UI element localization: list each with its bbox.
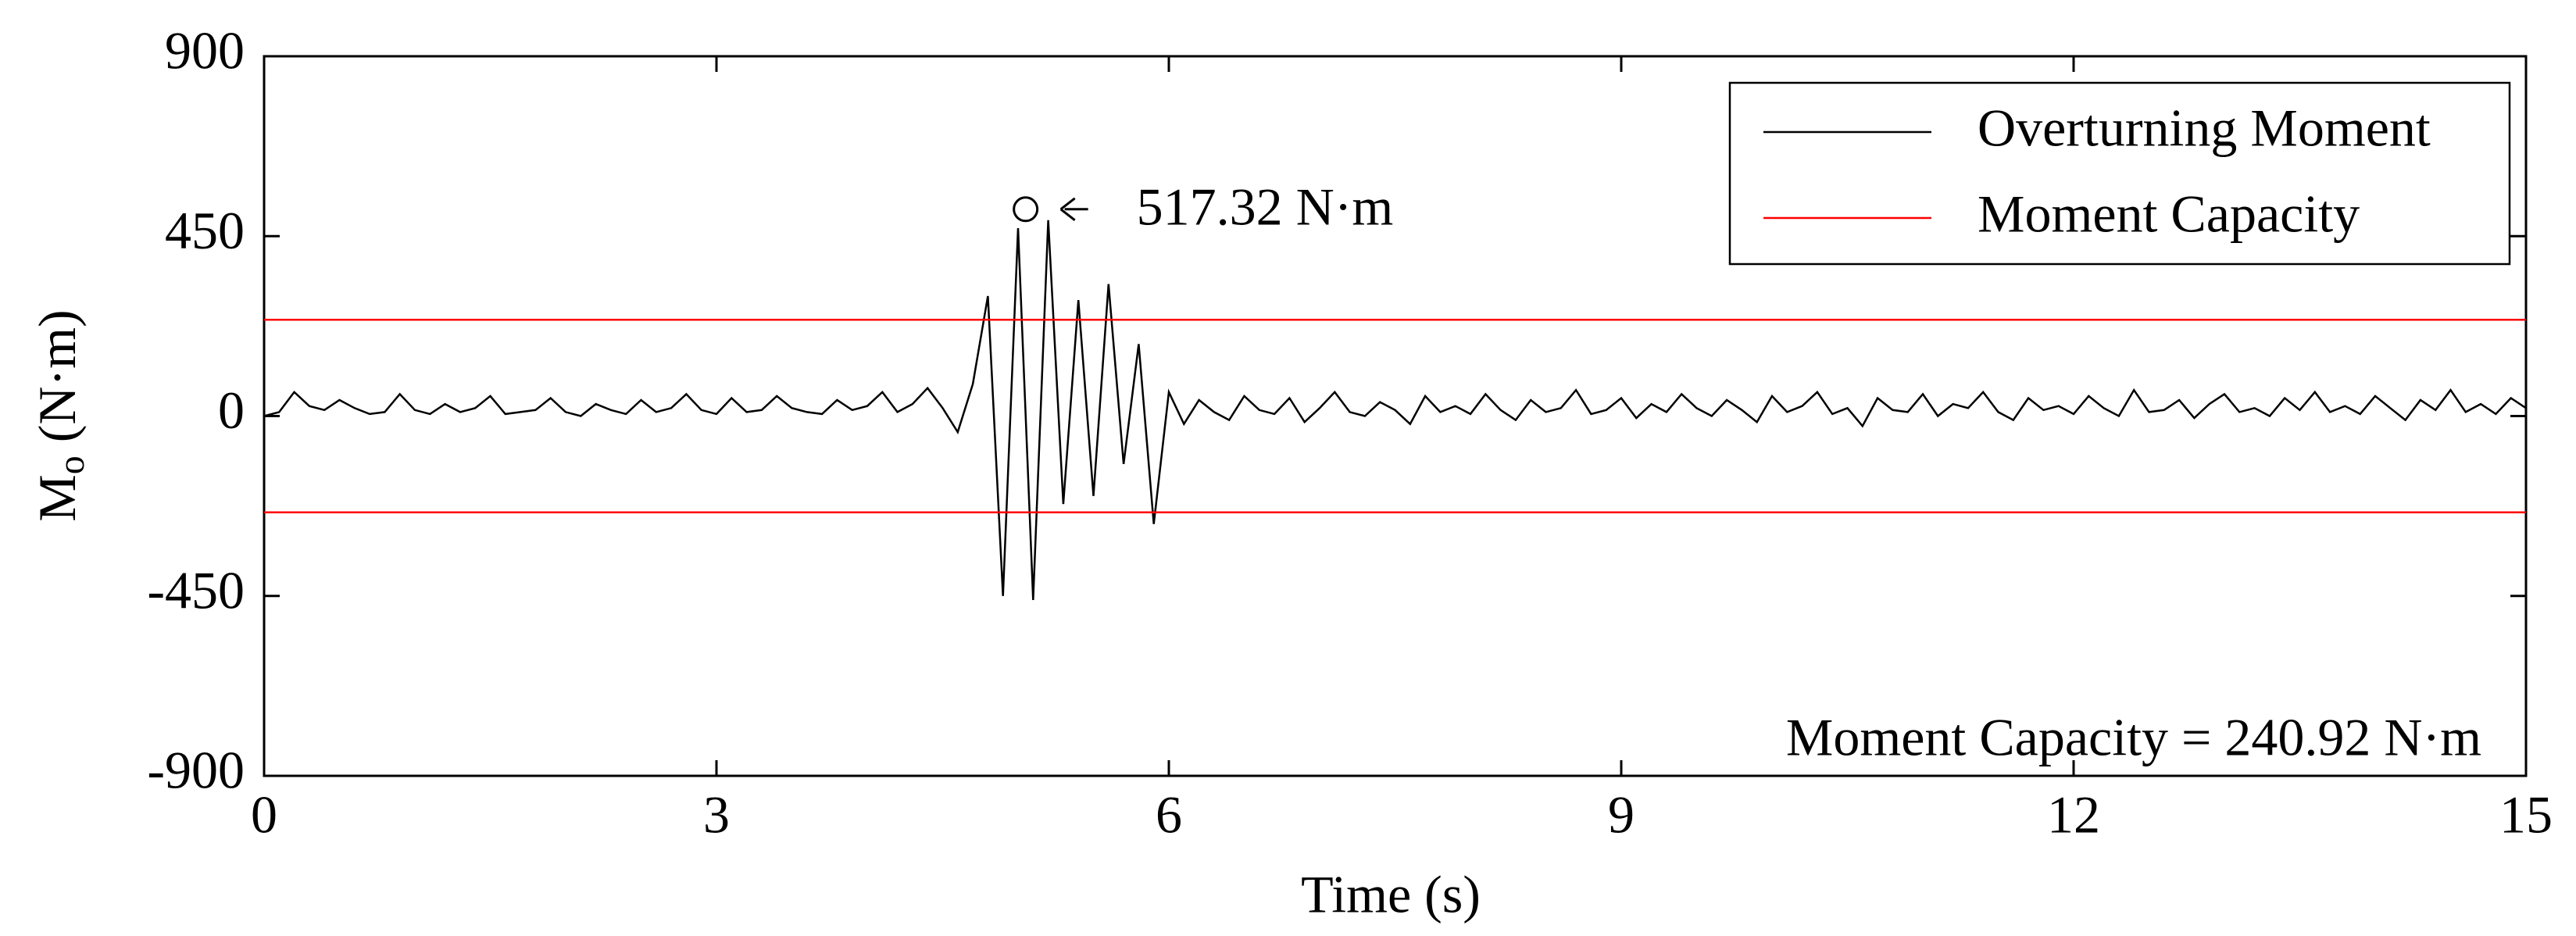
y-tick-label: 900	[165, 21, 245, 80]
y-tick-label: -900	[147, 741, 245, 800]
series-line	[263, 220, 2527, 600]
x-tick-label: 3	[703, 785, 730, 845]
peak-arrow-head	[1059, 197, 1076, 221]
legend-box	[1728, 81, 2511, 266]
x-tick-label: 6	[1156, 785, 1182, 845]
y-label-unit: (N·m)	[27, 309, 87, 455]
y-tick-label: 450	[165, 201, 245, 260]
y-axis-label: Mo (N·m)	[27, 309, 92, 521]
peak-marker	[1013, 196, 1039, 223]
legend-label: Moment Capacity	[1978, 184, 2360, 244]
legend-label: Overturning Moment	[1978, 98, 2431, 158]
y-tick-label: -450	[147, 560, 245, 620]
peak-label: 517.32 N·m	[1137, 177, 1394, 236]
y-tick-label: 0	[218, 380, 245, 440]
x-tick-label: 9	[1608, 785, 1635, 845]
capacity-note: Moment Capacity = 240.92 N·m	[1786, 708, 2481, 767]
x-tick-label: 12	[2047, 785, 2100, 845]
x-tick-label: 15	[2499, 785, 2553, 845]
x-axis-label: Time (s)	[1301, 865, 1481, 924]
y-label-main: M	[27, 474, 87, 521]
x-tick-label: 0	[251, 785, 277, 845]
y-label-sub: o	[51, 455, 92, 474]
